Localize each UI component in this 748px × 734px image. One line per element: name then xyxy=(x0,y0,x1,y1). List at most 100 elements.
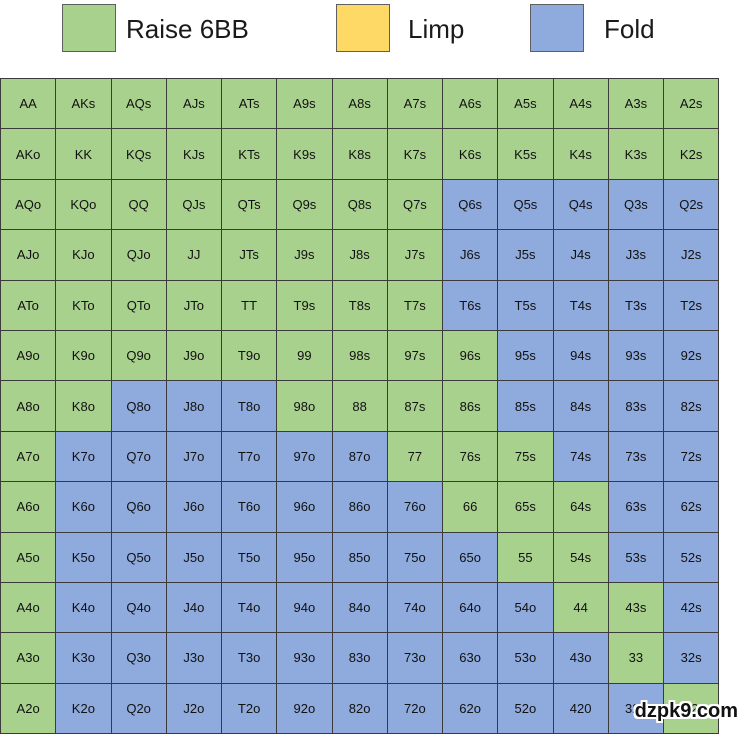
hand-cell: 52o xyxy=(498,683,554,734)
hand-cell: K2s xyxy=(664,129,720,180)
legend-label-raise: Raise 6BB xyxy=(126,14,249,44)
hand-cell: 92o xyxy=(277,683,333,734)
hand-cell: T5s xyxy=(498,280,554,331)
hand-cell: 53o xyxy=(498,633,554,684)
hand-cell: 420 xyxy=(553,683,609,734)
hand-cell: 93o xyxy=(277,633,333,684)
hand-cell: 85o xyxy=(332,532,388,583)
hand-cell: 86o xyxy=(332,482,388,533)
hand-cell: AQo xyxy=(1,179,57,231)
hand-cell: KJs xyxy=(166,129,222,180)
hand-cell: AQs xyxy=(111,79,167,130)
hand-cell: 84o xyxy=(332,582,388,634)
hand-cell: 93s xyxy=(608,330,664,382)
hand-cell: 98s xyxy=(332,330,388,382)
hand-cell: A7s xyxy=(387,79,443,130)
hand-cell: K6o xyxy=(56,482,112,533)
hand-cell: ATo xyxy=(1,280,57,331)
hand-cell: K8s xyxy=(332,129,388,180)
hand-cell: A4s xyxy=(553,79,609,130)
hand-cell: 54s xyxy=(553,532,609,583)
hand-cell: AA xyxy=(1,79,57,130)
hand-cell: 44 xyxy=(553,582,609,634)
hand-cell: T2o xyxy=(222,683,278,734)
hand-cell: T8s xyxy=(332,280,388,331)
hand-cell: JJ xyxy=(166,230,222,281)
hand-cell: A8o xyxy=(1,381,57,432)
hand-cell: J8o xyxy=(166,381,222,432)
hand-cell: 64o xyxy=(443,582,499,634)
hand-cell: J2o xyxy=(166,683,222,734)
hand-cell: JTs xyxy=(222,230,278,281)
legend-label-limp: Limp xyxy=(408,14,465,44)
hand-cell: QTo xyxy=(111,280,167,331)
hand-cell: 77 xyxy=(387,431,443,483)
hand-cell: 53s xyxy=(608,532,664,583)
hand-cell: 63o xyxy=(443,633,499,684)
hand-cell: 97s xyxy=(387,330,443,382)
hand-cell: T4o xyxy=(222,582,278,634)
hand-cell: 76o xyxy=(387,482,443,533)
hand-cell: T9s xyxy=(277,280,333,331)
hand-cell: 32o xyxy=(608,683,664,734)
hand-cell: Q3s xyxy=(608,179,664,231)
hand-cell: Q4o xyxy=(111,582,167,634)
hand-cell: J9o xyxy=(166,330,222,382)
hand-cell: KJo xyxy=(56,230,112,281)
hand-range-grid: AA AKs AQs AJs ATs A9s A8s A7s A6s A5s A4s A3s A2s AK… xyxy=(0,78,720,734)
hand-cell: K9o xyxy=(56,330,112,382)
hand-cell: 75o xyxy=(387,532,443,583)
hand-cell: 96o xyxy=(277,482,333,533)
hand-cell: A4o xyxy=(1,582,57,634)
legend-swatch-limp xyxy=(336,4,390,52)
hand-cell: J4s xyxy=(553,230,609,281)
hand-cell: A2o xyxy=(1,683,57,734)
hand-cell: Q4s xyxy=(553,179,609,231)
hand-cell: 72o xyxy=(387,683,443,734)
hand-cell: Q7o xyxy=(111,431,167,483)
hand-cell: 95o xyxy=(277,532,333,583)
hand-cell: KK xyxy=(56,129,112,180)
hand-cell: J7o xyxy=(166,431,222,483)
hand-cell: 72s xyxy=(664,431,720,483)
hand-cell: 76s xyxy=(443,431,499,483)
hand-cell: KTo xyxy=(56,280,112,331)
hand-cell: Q5o xyxy=(111,532,167,583)
legend-label-fold: Fold xyxy=(604,14,655,44)
hand-cell: T6s xyxy=(443,280,499,331)
hand-cell: 32s xyxy=(664,633,720,684)
hand-cell: Q2s xyxy=(664,179,720,231)
hand-cell: J2s xyxy=(664,230,720,281)
hand-cell: 83o xyxy=(332,633,388,684)
hand-cell: QTs xyxy=(222,179,278,231)
hand-cell: 96s xyxy=(443,330,499,382)
hand-cell: 22 xyxy=(664,683,720,734)
hand-cell: 83s xyxy=(608,381,664,432)
hand-cell: 84s xyxy=(553,381,609,432)
hand-cell: A6o xyxy=(1,482,57,533)
hand-cell: 52s xyxy=(664,532,720,583)
hand-cell: J5s xyxy=(498,230,554,281)
hand-cell: K5s xyxy=(498,129,554,180)
hand-cell: 87o xyxy=(332,431,388,483)
hand-cell: KTs xyxy=(222,129,278,180)
hand-cell: J5o xyxy=(166,532,222,583)
hand-cell: 82o xyxy=(332,683,388,734)
hand-cell: 86s xyxy=(443,381,499,432)
hand-cell: Q8s xyxy=(332,179,388,231)
hand-cell: Q7s xyxy=(387,179,443,231)
hand-cell: K8o xyxy=(56,381,112,432)
hand-cell: T7s xyxy=(387,280,443,331)
hand-cell: J3s xyxy=(608,230,664,281)
hand-cell: T8o xyxy=(222,381,278,432)
hand-cell: T3s xyxy=(608,280,664,331)
hand-cell: AKo xyxy=(1,129,57,180)
hand-cell: T7o xyxy=(222,431,278,483)
hand-cell: 66 xyxy=(443,482,499,533)
hand-cell: KQs xyxy=(111,129,167,180)
hand-cell: 62s xyxy=(664,482,720,533)
hand-cell: 92s xyxy=(664,330,720,382)
hand-cell: AKs xyxy=(56,79,112,130)
hand-cell: 95s xyxy=(498,330,554,382)
hand-cell: T3o xyxy=(222,633,278,684)
